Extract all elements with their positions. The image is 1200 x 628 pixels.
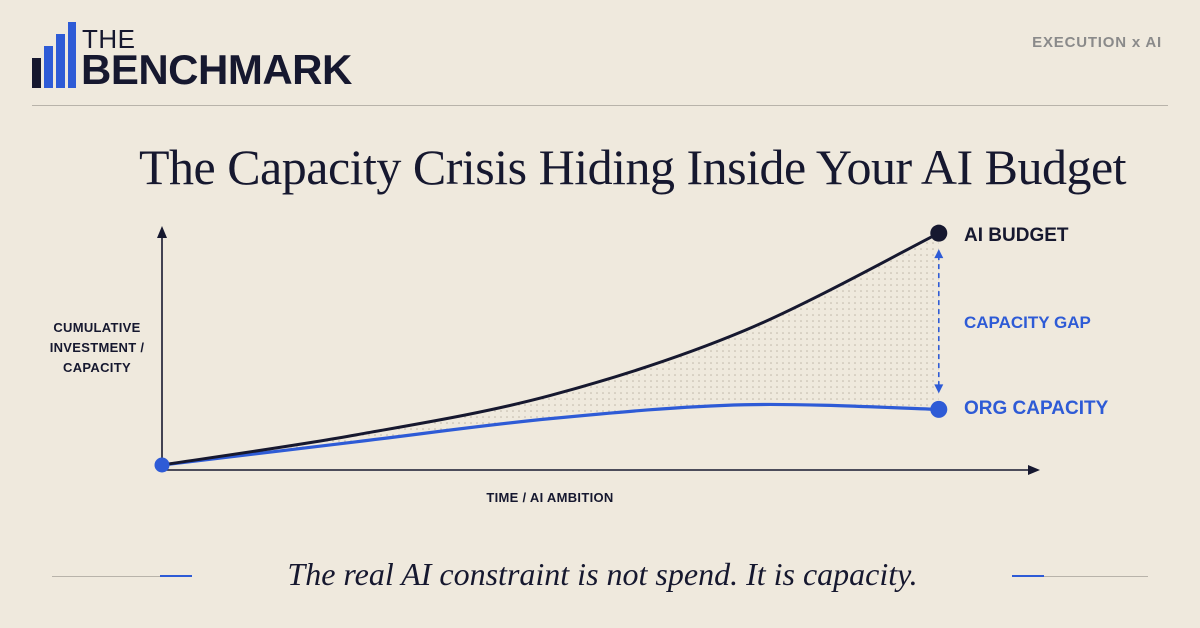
brand-name: BENCHMARK <box>81 46 352 93</box>
series-line-ai-budget <box>160 231 941 467</box>
series-endpoint-org-capacity <box>930 400 948 418</box>
y-axis-arrow <box>157 226 167 238</box>
footer-accent-left <box>160 575 192 577</box>
series-label-org-capacity: ORG CAPACITY <box>964 398 1109 419</box>
y-axis-label-line-2: INVESTMENT / <box>49 340 145 355</box>
capacity-gap-arrow-top <box>934 249 944 259</box>
brand-the: THE <box>82 24 136 54</box>
footer-divider-left <box>52 576 192 577</box>
page-title: The Capacity Crisis Hiding Inside Your A… <box>138 139 1127 195</box>
y-axis-label-line-1: CUMULATIVE <box>53 320 141 335</box>
footer-accent-right <box>1012 575 1044 577</box>
tagline: The real AI constraint is not spend. It … <box>287 556 918 592</box>
series-line-org-capacity <box>160 402 941 467</box>
footer-divider-right <box>1012 576 1148 577</box>
header-divider <box>32 105 1168 106</box>
y-axis-label-line-3: CAPACITY <box>63 360 131 375</box>
x-axis-arrow <box>1028 465 1040 475</box>
series-label-ai-budget: AI BUDGET <box>964 225 1069 246</box>
series-origin-point <box>154 457 170 473</box>
series-endpoint-ai-budget <box>930 224 948 242</box>
capacity-gap-label: CAPACITY GAP <box>964 313 1091 332</box>
capacity-gap-arrow-bottom <box>934 384 944 394</box>
y-axis-label: CUMULATIVE INVESTMENT / CAPACITY <box>22 318 172 378</box>
brand-logo[interactable]: THE BENCHMARK <box>30 22 390 94</box>
capacity-gap-area <box>162 233 939 465</box>
section-kicker[interactable]: EXECUTION x AI <box>1032 34 1162 51</box>
bar-chart-logo-icon <box>32 22 76 88</box>
x-axis-label: TIME / AI AMBITION <box>486 490 614 505</box>
